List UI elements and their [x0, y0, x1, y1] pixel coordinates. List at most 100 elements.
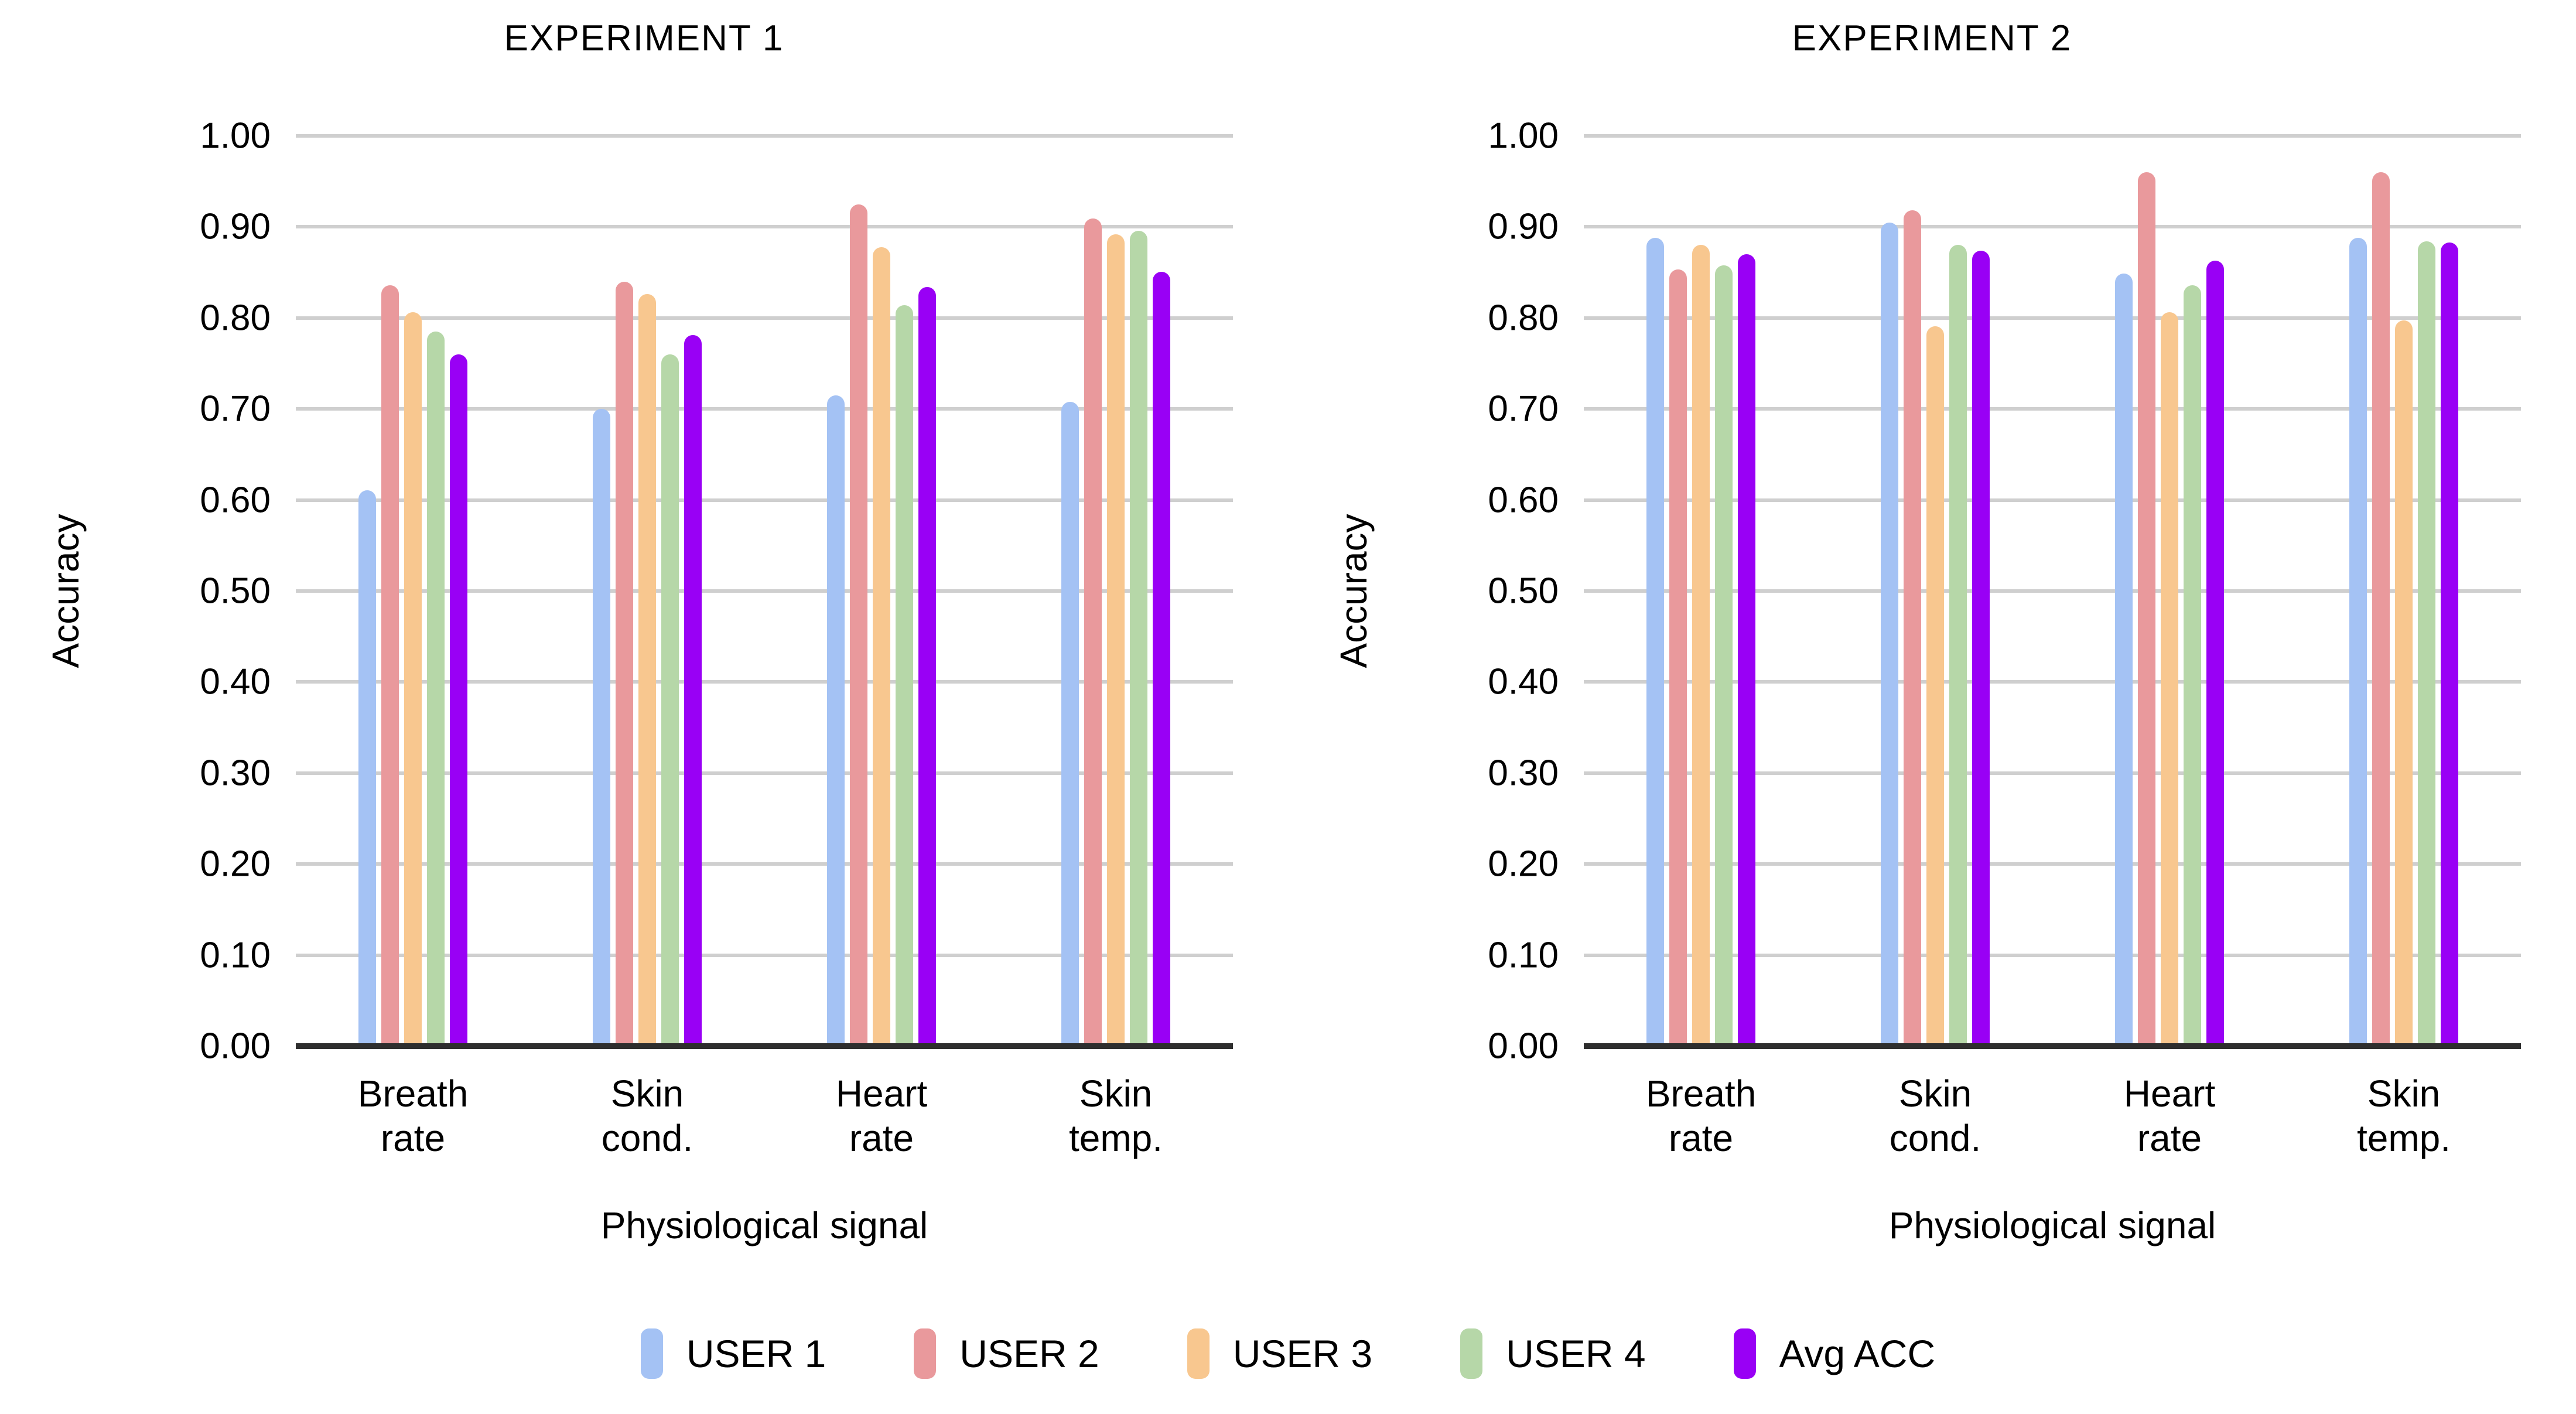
bar-group — [999, 136, 1233, 1046]
bar-user-1 — [1881, 222, 1898, 1046]
bar-user-4 — [661, 354, 679, 1046]
bar-user-4 — [427, 332, 445, 1046]
chart-title: EXPERIMENT 1 — [504, 18, 784, 59]
gridline — [1584, 680, 2521, 684]
y-tick-label: 0.40 — [200, 661, 271, 702]
x-axis-line — [1584, 1043, 2521, 1049]
bar-avg-acc — [2441, 242, 2458, 1046]
bar-user-2 — [381, 285, 399, 1046]
x-axis-title: Physiological signal — [1888, 1204, 2216, 1246]
gridline — [1584, 771, 2521, 775]
category-label: Skin cond. — [601, 1073, 693, 1159]
gridline — [296, 771, 1233, 775]
y-tick-label: 0.20 — [200, 843, 271, 884]
chart-experiment-2: EXPERIMENT 2 Accuracy 0.00 0.10 0.20 0.30 0.… — [1288, 0, 2576, 1306]
bar-user-4 — [2184, 285, 2201, 1046]
plot-area — [296, 134, 1233, 1049]
y-tick-label: 0.90 — [200, 206, 271, 247]
legend-item: USER 3 — [1187, 1328, 1372, 1379]
legend-label: USER 2 — [959, 1332, 1099, 1375]
gridline — [296, 680, 1233, 684]
category-label: Breath rate — [1645, 1073, 1757, 1159]
gridline — [296, 953, 1233, 957]
bar-group — [2287, 136, 2521, 1046]
gridline — [1584, 134, 2521, 138]
x-axis-line — [296, 1043, 1233, 1049]
bar-user-3 — [638, 294, 656, 1046]
bar-group — [1818, 136, 2052, 1046]
gridline — [1584, 498, 2521, 502]
y-tick-label: 1.00 — [200, 115, 271, 156]
y-tick-label: 0.30 — [200, 753, 271, 794]
gridline — [296, 589, 1233, 593]
y-tick-label: 0.00 — [1488, 1026, 1559, 1067]
bar-user-3 — [1926, 326, 1944, 1046]
legend-label: Avg ACC — [1779, 1332, 1936, 1375]
y-tick-label: 0.30 — [1488, 753, 1559, 794]
y-axis-tick-labels: 0.00 0.10 0.20 0.30 0.40 0.50 0.60 0.70 0.80 0.90… — [1288, 116, 1559, 1067]
legend-item: USER 4 — [1460, 1328, 1646, 1379]
bar-group — [764, 136, 999, 1046]
bar-user-1 — [2115, 273, 2133, 1046]
bar-user-4 — [1949, 245, 1967, 1046]
bar-user-2 — [2372, 172, 2390, 1046]
bar-avg-acc — [918, 286, 936, 1046]
bar-group — [2052, 136, 2287, 1046]
bar-groups — [296, 136, 1233, 1046]
gridline — [1584, 225, 2521, 229]
gridline — [1584, 316, 2521, 320]
legend: USER 1 USER 2 USER 3 USER 4 Avg ACC — [0, 1328, 2576, 1379]
chart-title: EXPERIMENT 2 — [1792, 18, 2072, 59]
y-tick-label: 0.20 — [1488, 843, 1559, 884]
y-tick-label: 0.80 — [200, 298, 271, 339]
charts-row: EXPERIMENT 1 Accuracy 0.00 0.10 0.20 0.30 0.… — [0, 0, 2576, 1306]
bar-avg-acc — [2206, 260, 2224, 1046]
y-tick-label: 0.70 — [200, 388, 271, 429]
bar-user-3 — [1107, 234, 1125, 1046]
gridline — [296, 225, 1233, 229]
legend-swatch-icon — [914, 1328, 937, 1379]
y-axis-tick-labels: 0.00 0.10 0.20 0.30 0.40 0.50 0.60 0.70 0.80 0.90… — [0, 116, 271, 1067]
y-tick-label: 0.10 — [200, 935, 271, 976]
category-label: Heart rate — [835, 1073, 928, 1159]
plot-area — [1584, 134, 2521, 1049]
gridline — [296, 862, 1233, 866]
bar-user-2 — [1084, 218, 1102, 1046]
y-tick-label: 0.50 — [200, 571, 271, 612]
bar-user-2 — [850, 204, 867, 1046]
y-tick-label: 0.40 — [1488, 661, 1559, 702]
bar-user-1 — [2349, 238, 2367, 1046]
bar-avg-acc — [684, 335, 702, 1046]
gridline — [296, 498, 1233, 502]
gridline — [1584, 862, 2521, 866]
bar-user-2 — [1669, 269, 1687, 1046]
bar-user-4 — [896, 305, 913, 1046]
gridline — [1584, 953, 2521, 957]
bar-user-1 — [593, 409, 610, 1046]
legend-item: USER 2 — [914, 1328, 1099, 1379]
gridline — [296, 316, 1233, 320]
legend-swatch-icon — [1733, 1328, 1756, 1379]
category-label: Skin temp. — [2356, 1073, 2451, 1159]
bar-user-3 — [2395, 320, 2413, 1046]
legend-item: Avg ACC — [1733, 1328, 1936, 1379]
bar-user-3 — [873, 247, 890, 1046]
bar-avg-acc — [1972, 250, 1990, 1046]
bar-user-1 — [1646, 238, 1664, 1046]
bar-group — [296, 136, 530, 1046]
y-tick-label: 0.60 — [200, 480, 271, 521]
y-tick-label: 0.60 — [1488, 480, 1559, 521]
bar-group — [530, 136, 764, 1046]
legend-swatch-icon — [640, 1328, 663, 1379]
x-axis-category-labels: Breath rate Skin cond. Heart rate Skin temp… — [296, 1072, 1233, 1160]
bar-user-3 — [1692, 245, 1710, 1046]
bar-user-2 — [616, 281, 633, 1046]
chart-experiment-1: EXPERIMENT 1 Accuracy 0.00 0.10 0.20 0.30 0.… — [0, 0, 1288, 1306]
gridline — [296, 407, 1233, 411]
bar-user-4 — [2418, 241, 2435, 1046]
legend-label: USER 4 — [1506, 1332, 1646, 1375]
legend-label: USER 3 — [1232, 1332, 1373, 1375]
bar-user-1 — [1061, 401, 1079, 1046]
y-tick-label: 0.80 — [1488, 298, 1559, 339]
bar-user-3 — [2161, 312, 2178, 1046]
